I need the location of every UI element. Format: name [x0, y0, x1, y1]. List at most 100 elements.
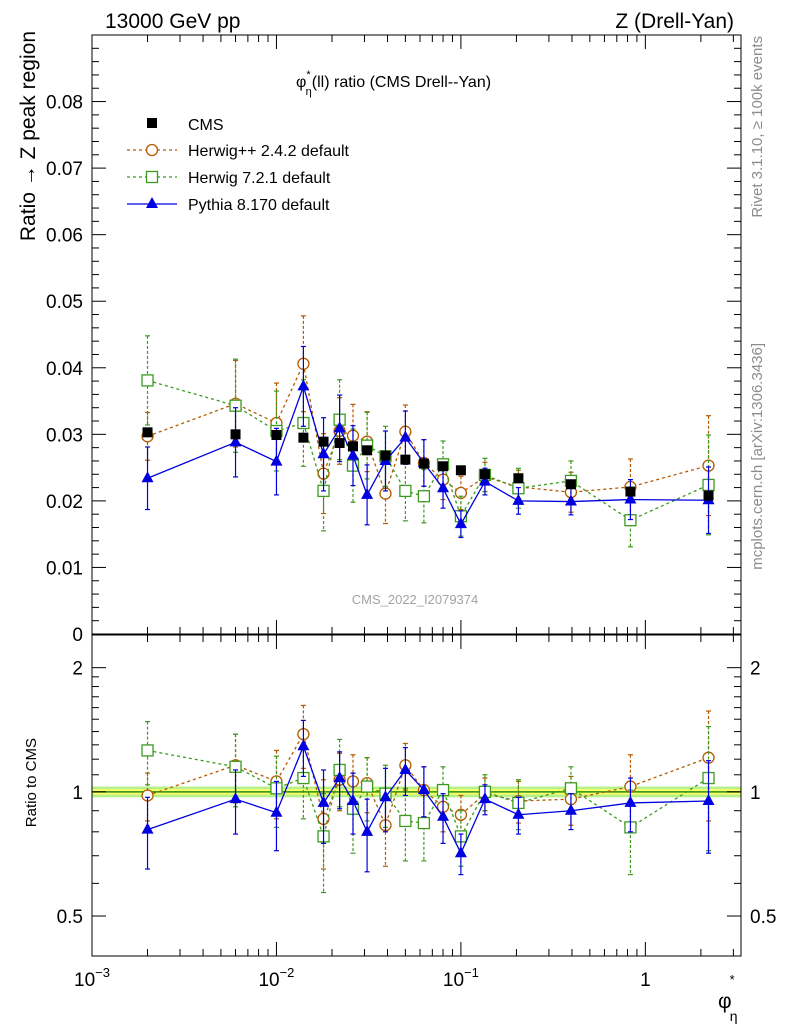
ratio-line-pythia	[147, 744, 709, 855]
main-point-herwig7	[399, 484, 412, 498]
legend-marker-herwigpp	[145, 143, 159, 157]
x-tick-label-exp: −3	[95, 965, 110, 980]
ratio-ytick-label-right: 2	[750, 659, 761, 680]
ratio-point-pythia	[333, 771, 346, 783]
ratio-ytick-label: 1	[72, 783, 83, 804]
main-point-pythia	[297, 379, 310, 391]
ratio-point-pythia	[624, 795, 637, 807]
main-point-cms	[142, 427, 153, 438]
main-point-cms	[271, 429, 282, 440]
ratio-point-pythia	[512, 807, 525, 819]
legend-label-herwig7: Herwig 7.2.1 default	[188, 170, 331, 187]
ratio-ytick-label-right: 1	[750, 783, 761, 804]
legend-label-herwigpp: Herwig++ 2.4.2 default	[188, 143, 350, 160]
main-title-rest: (ll) ratio (CMS Drell--Yan)	[312, 74, 491, 91]
main-point-pythia	[437, 481, 450, 493]
x-tick-label-exp: −2	[280, 965, 295, 980]
ratio-point-pythia	[702, 794, 715, 806]
main-point-cms	[479, 469, 490, 480]
ratio-line-herwigpp	[147, 732, 709, 828]
ratio-point-pythia	[270, 805, 283, 817]
main-ytick-label: 0.06	[46, 226, 83, 247]
main-title-phi: φ	[296, 74, 306, 91]
ratio-point-herwig7	[141, 744, 154, 757]
ratio-ytick-label: 2	[72, 659, 83, 680]
main-ytick-label: 0.08	[46, 93, 83, 114]
ratio-point-pythia	[297, 739, 310, 751]
ratio-panel: 0.5 0.51 12 210−3 10−2 10−1 1	[57, 634, 776, 991]
x-tick-label: 10−3	[74, 965, 110, 991]
legend-marker-herwig7	[145, 170, 159, 184]
x-tick-label: 1	[640, 970, 651, 991]
ratio-point-herwig7	[417, 816, 431, 830]
main-point-cms	[400, 454, 411, 465]
main-point-pythia	[564, 494, 577, 506]
main-point-cms	[565, 479, 576, 490]
legend-marker-pythia	[146, 197, 158, 208]
main-point-cms	[318, 436, 329, 447]
main-point-cms	[362, 445, 373, 456]
ratio-point-pythia	[564, 803, 577, 815]
main-ylabel: Ratio → Z peak region	[17, 31, 40, 241]
main-ytick-label: 0.07	[46, 159, 83, 180]
header-left: 13000 GeV pp	[105, 10, 240, 33]
ratio-point-pythia	[317, 795, 330, 807]
main-ytick-label: 0.03	[46, 425, 83, 446]
ratio-point-pythia	[399, 762, 412, 774]
main-point-cms	[334, 437, 345, 448]
main-point-cms	[513, 473, 524, 484]
x-tick-label-base: 10	[74, 970, 95, 991]
x-axis-label-sub: η	[730, 1008, 738, 1024]
main-point-cms	[230, 429, 241, 440]
main-ytick-label: 0.01	[46, 558, 83, 579]
x-axis-label: φ * η	[718, 972, 737, 1024]
main-point-herwig7	[417, 490, 431, 503]
x-tick-label-exp: −1	[464, 965, 479, 980]
ratio-point-herwig7	[360, 780, 374, 793]
main-title-sub: η	[306, 86, 312, 98]
main-point-pythia	[454, 517, 467, 529]
ratio-point-pythia	[417, 783, 430, 795]
main-point-cms	[438, 461, 449, 472]
ratio-ylabel: Ratio to CMS	[23, 738, 40, 827]
main-point-cms	[418, 458, 429, 469]
ratio-ytick-label-right: 0.5	[750, 907, 776, 928]
main-point-cms	[703, 490, 714, 501]
main-line-herwigpp	[147, 361, 709, 496]
legend-entry-cms: CMS	[147, 117, 224, 134]
main-ytick-label: 0.04	[46, 359, 83, 380]
ratio-point-pythia	[361, 824, 374, 836]
legend-entry-pythia: Pythia 8.170 default	[127, 197, 330, 214]
ratio-point-pythia	[229, 792, 242, 804]
main-point-pythia	[478, 474, 491, 486]
legend-marker-cms	[147, 118, 157, 128]
x-tick-label: 10−1	[443, 965, 479, 991]
x-tick-label-base: 10	[443, 970, 464, 991]
x-axis-label-phi: φ	[718, 990, 732, 1013]
ratio-point-pythia	[437, 809, 450, 821]
main-ytick-label: 0	[72, 625, 83, 646]
ratio-point-pythia	[141, 822, 154, 834]
x-tick-label-base: 10	[258, 970, 279, 991]
main-point-herwig7	[141, 374, 154, 387]
main-point-pythia	[333, 421, 346, 433]
legend: CMS Herwig++ 2.4.2 default Herwig 7.2.1 …	[127, 117, 350, 214]
main-point-pythia	[361, 487, 374, 499]
main-point-cms	[298, 432, 309, 443]
x-tick-label: 10−2	[258, 965, 294, 991]
side-rivet: Rivet 3.1.10, ≥ 100k events	[749, 36, 766, 218]
ratio-point-herwig7	[399, 814, 412, 828]
x-tick-label-base: 1	[640, 970, 651, 991]
main-panel: 0 0.01 0.02 0.03 0.04 0.05 0.06 0.07 0.08	[46, 34, 742, 646]
main-line-pythia	[147, 384, 709, 526]
main-point-pythia	[399, 430, 412, 442]
ratio-point-pythia	[346, 794, 359, 806]
x-axis-label-star: *	[730, 972, 735, 987]
main-point-pythia	[512, 493, 525, 505]
main-point-cms	[625, 486, 636, 497]
main-point-pythia	[141, 471, 154, 483]
main-point-pythia	[624, 492, 637, 504]
main-point-cms	[455, 465, 466, 476]
main-point-cms	[347, 441, 358, 452]
